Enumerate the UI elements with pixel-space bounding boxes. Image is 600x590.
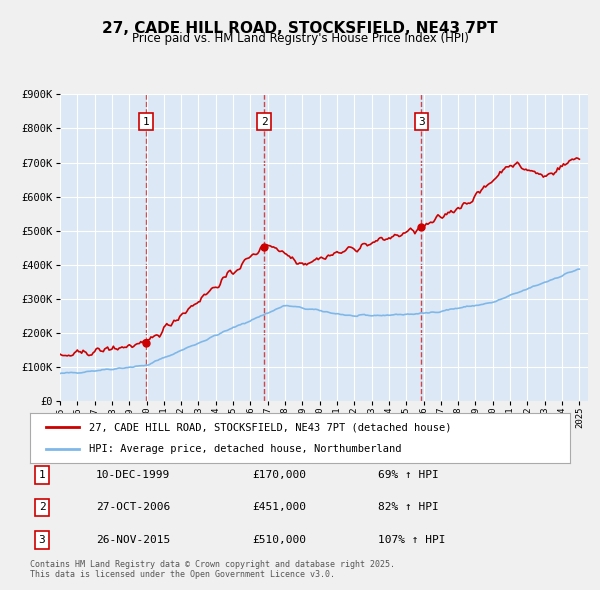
Text: 26-NOV-2015: 26-NOV-2015 — [96, 535, 170, 545]
Text: 2: 2 — [38, 503, 46, 512]
Text: Price paid vs. HM Land Registry's House Price Index (HPI): Price paid vs. HM Land Registry's House … — [131, 32, 469, 45]
Text: £510,000: £510,000 — [252, 535, 306, 545]
Text: 27-OCT-2006: 27-OCT-2006 — [96, 503, 170, 512]
Text: 2: 2 — [261, 117, 268, 127]
Text: 69% ↑ HPI: 69% ↑ HPI — [378, 470, 439, 480]
Text: 27, CADE HILL ROAD, STOCKSFIELD, NE43 7PT: 27, CADE HILL ROAD, STOCKSFIELD, NE43 7P… — [102, 21, 498, 35]
Text: 1: 1 — [38, 470, 46, 480]
Text: £170,000: £170,000 — [252, 470, 306, 480]
Text: 3: 3 — [418, 117, 425, 127]
Text: 82% ↑ HPI: 82% ↑ HPI — [378, 503, 439, 512]
Text: HPI: Average price, detached house, Northumberland: HPI: Average price, detached house, Nort… — [89, 444, 402, 454]
Text: 1: 1 — [142, 117, 149, 127]
Text: 3: 3 — [38, 535, 46, 545]
Text: £451,000: £451,000 — [252, 503, 306, 512]
Text: 10-DEC-1999: 10-DEC-1999 — [96, 470, 170, 480]
Text: 107% ↑ HPI: 107% ↑ HPI — [378, 535, 445, 545]
Text: 27, CADE HILL ROAD, STOCKSFIELD, NE43 7PT (detached house): 27, CADE HILL ROAD, STOCKSFIELD, NE43 7P… — [89, 422, 452, 432]
Text: Contains HM Land Registry data © Crown copyright and database right 2025.
This d: Contains HM Land Registry data © Crown c… — [30, 560, 395, 579]
